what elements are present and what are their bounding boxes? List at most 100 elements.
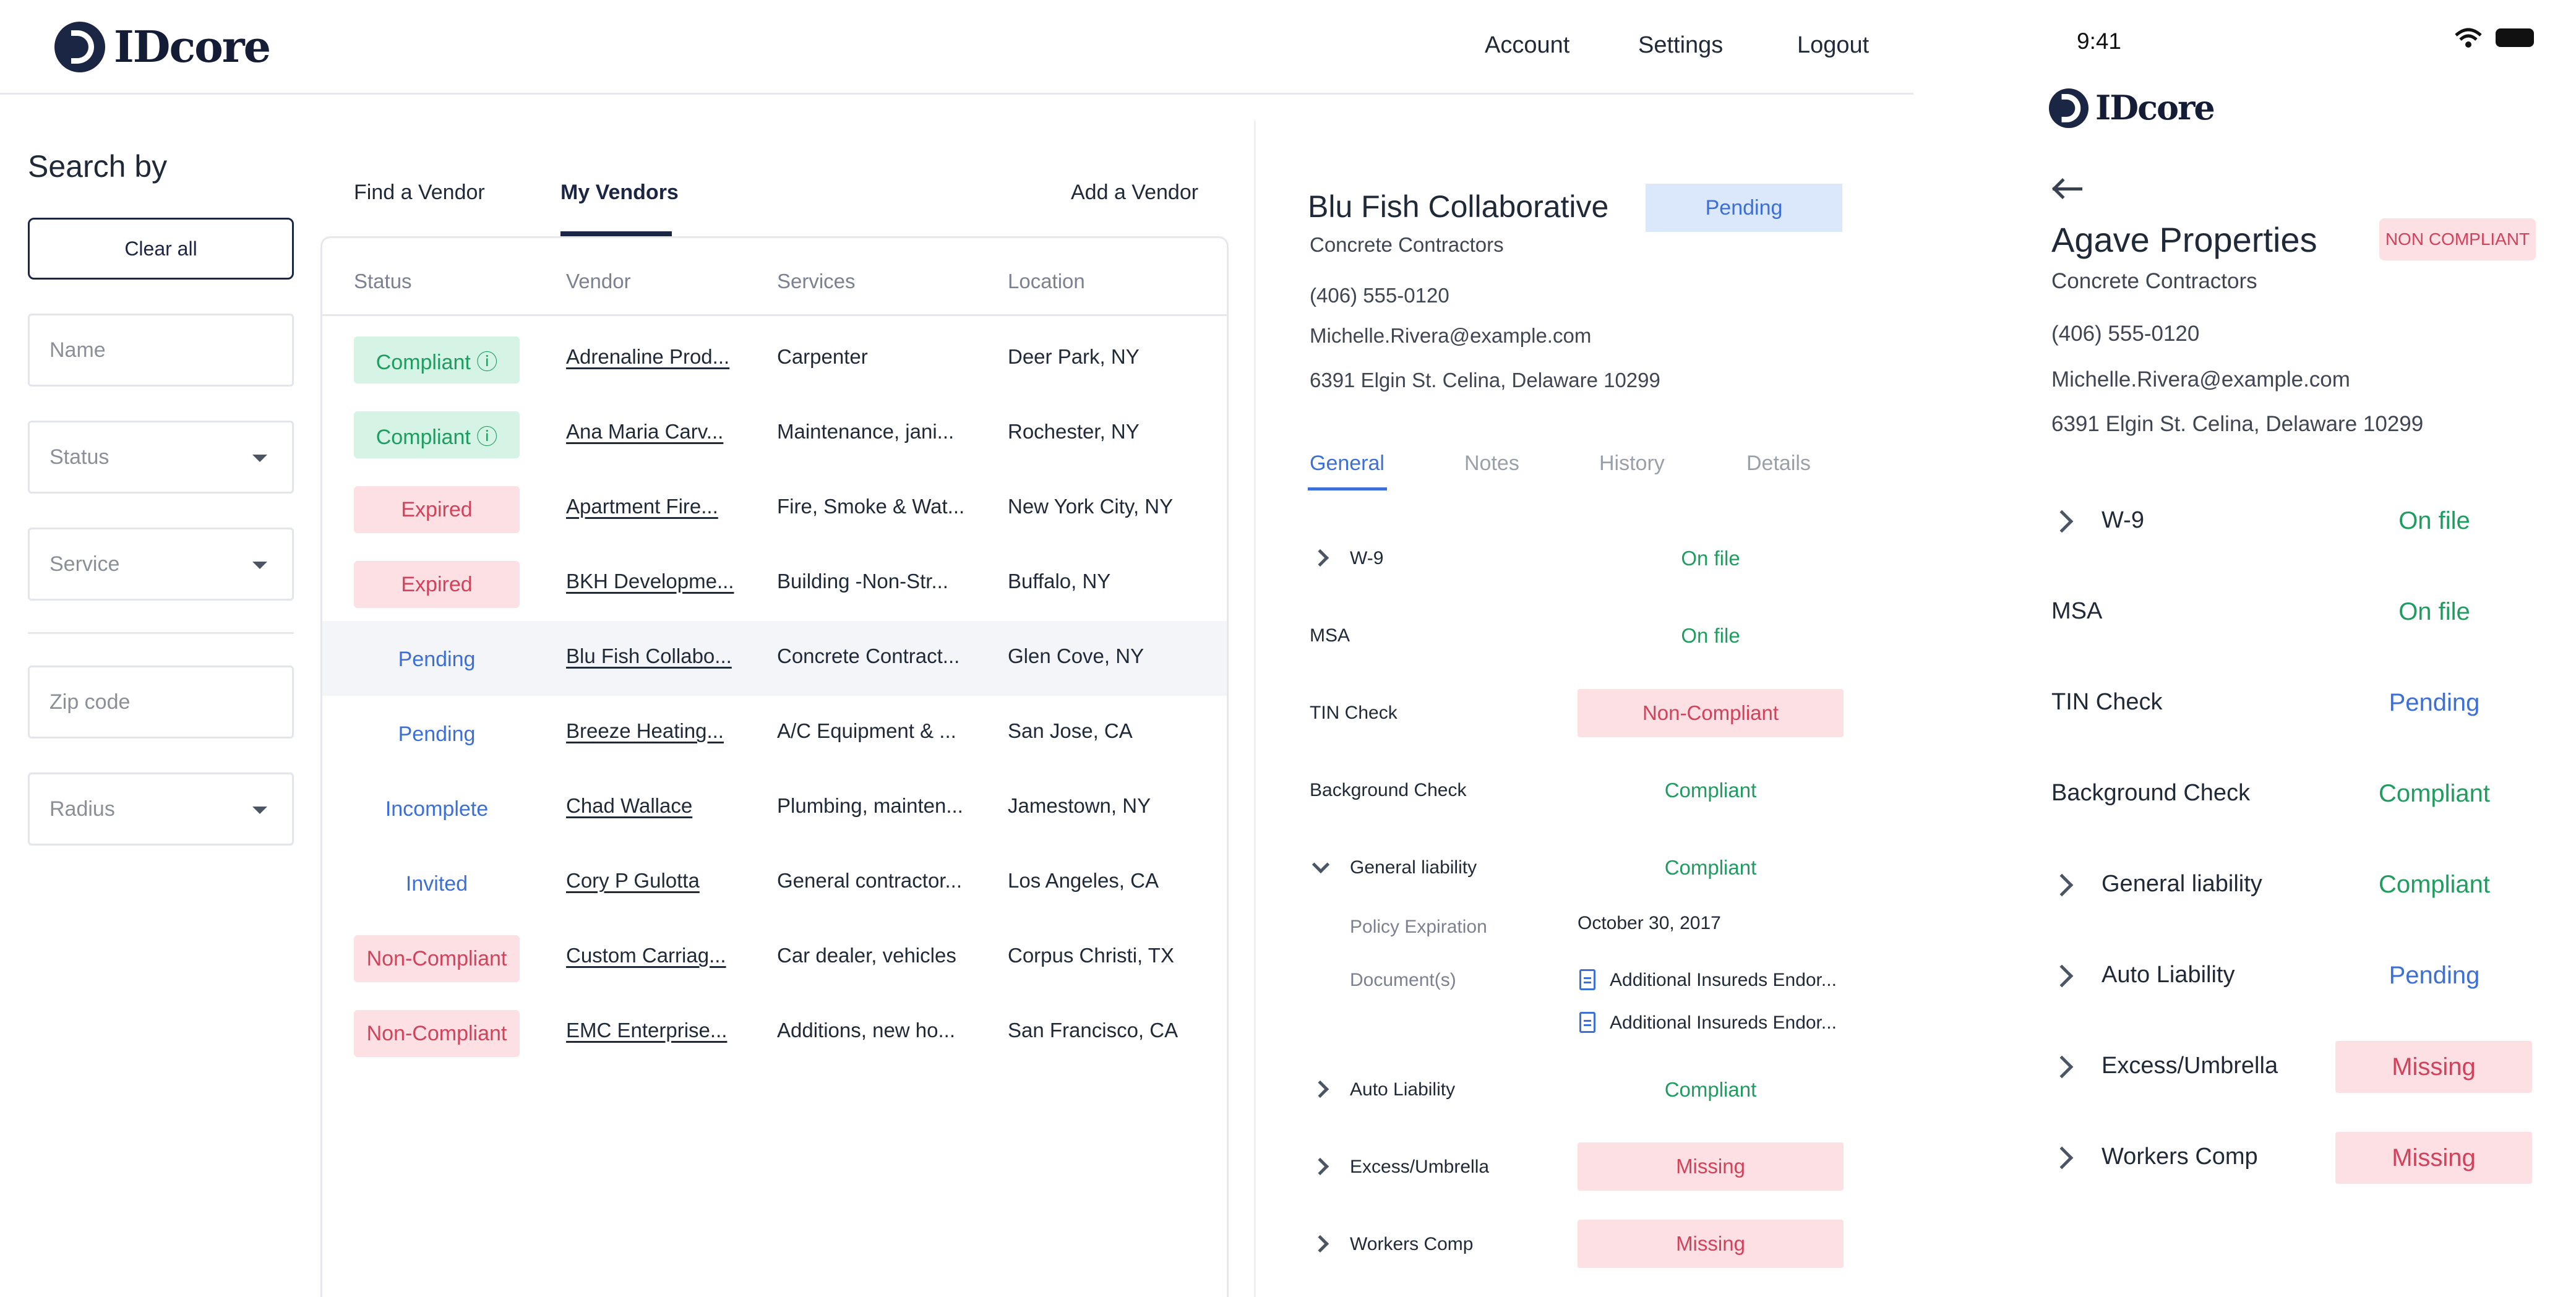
tab-details[interactable]: Details: [1746, 452, 1811, 475]
requirement-label: Auto Liability: [1350, 1079, 1456, 1100]
requirement-status: Missing: [1578, 1220, 1844, 1268]
vendor-link[interactable]: EMC Enterprise...: [566, 1019, 728, 1042]
mobile-vendor-category: Concrete Contractors: [2051, 269, 2257, 293]
status-select[interactable]: Status: [28, 421, 294, 494]
status-badge: Pending: [398, 647, 476, 671]
nav-settings[interactable]: Settings: [1638, 32, 1724, 58]
location-cell: Glen Cove, NY: [1008, 644, 1144, 667]
table-row[interactable]: Compliant ⓘ Ana Maria Carv... Maintenanc…: [322, 396, 1227, 471]
requirement-label: Background Check: [2051, 780, 2251, 806]
column-header-location[interactable]: Location: [1008, 270, 1085, 293]
vendor-category: Concrete Contractors: [1310, 233, 1504, 256]
requirement-label: Auto Liability: [2102, 962, 2235, 988]
name-input[interactable]: Name: [28, 314, 294, 387]
caret-down-icon: [252, 455, 267, 462]
tab-find-vendor[interactable]: Find a Vendor: [354, 181, 485, 204]
requirement-status: Missing: [2335, 1041, 2532, 1093]
zip-code-input[interactable]: Zip code: [28, 666, 294, 738]
brand-name: IDcore: [114, 21, 271, 72]
table-row[interactable]: Pending Breeze Heating... A/C Equipment …: [322, 696, 1227, 771]
services-cell: Concrete Contract...: [777, 644, 960, 667]
vendor-link[interactable]: BKH Developme...: [566, 570, 734, 593]
nav-account[interactable]: Account: [1485, 32, 1570, 58]
vendor-link[interactable]: Breeze Heating...: [566, 719, 724, 742]
requirement-label: TIN Check: [2051, 689, 2163, 715]
clear-all-button[interactable]: Clear all: [28, 218, 294, 280]
nav-logout[interactable]: Logout: [1797, 32, 1870, 58]
services-cell: Car dealer, vehicles: [777, 944, 956, 967]
status-badge: Compliant ⓘ: [354, 336, 520, 383]
status-badge: Compliant ⓘ: [354, 411, 520, 458]
location-cell: Buffalo, NY: [1008, 570, 1111, 593]
vendor-link[interactable]: Chad Wallace: [566, 794, 693, 817]
vendor-link[interactable]: Ana Maria Carv...: [566, 420, 724, 443]
table-row[interactable]: Non-Compliant Custom Carriag... Car deal…: [322, 920, 1227, 995]
vendor-name: Blu Fish Collaborative: [1308, 189, 1609, 224]
vendor-link[interactable]: Custom Carriag...: [566, 944, 726, 967]
vendor-link[interactable]: Blu Fish Collabo...: [566, 644, 732, 667]
requirement-label: MSA: [2051, 598, 2103, 624]
radius-select-label: Radius: [49, 797, 115, 821]
requirement-status: Missing: [1578, 1142, 1844, 1191]
chevron-right-icon[interactable]: [1311, 549, 1329, 567]
requirement-label: Workers Comp: [2102, 1144, 2258, 1170]
location-cell: New York City, NY: [1008, 495, 1174, 518]
document-icon: [1579, 1012, 1595, 1033]
requirement-label: TIN Check: [1310, 703, 1397, 723]
policy-expiration-label: Policy Expiration: [1350, 917, 1487, 937]
requirement-status: Pending: [2389, 689, 2480, 716]
vendor-link[interactable]: Adrenaline Prod...: [566, 345, 730, 368]
mobile-vendor-phone: (406) 555-0120: [2051, 322, 2200, 346]
column-header-status[interactable]: Status: [354, 270, 412, 293]
column-header-services[interactable]: Services: [777, 270, 856, 293]
add-vendor-link[interactable]: Add a Vendor: [1071, 181, 1199, 204]
tab-history[interactable]: History: [1599, 452, 1665, 475]
table-row[interactable]: Non-Compliant EMC Enterprise... Addition…: [322, 995, 1227, 1070]
document-icon: [1579, 969, 1595, 990]
radius-select[interactable]: Radius: [28, 773, 294, 845]
chevron-right-icon[interactable]: [1311, 1157, 1329, 1176]
brand-name: IDcore: [2095, 88, 2215, 127]
requirement-status: Compliant: [2378, 871, 2491, 898]
table-row[interactable]: Compliant ⓘ Adrenaline Prod... Carpenter…: [322, 322, 1227, 396]
table-row-selected[interactable]: Pending Blu Fish Collabo... Concrete Con…: [322, 621, 1227, 696]
status-badge: NON COMPLIANT: [2379, 218, 2536, 260]
vendor-link[interactable]: Cory P Gulotta: [566, 869, 700, 892]
requirement-status: Compliant: [1664, 779, 1757, 802]
requirement-label: General liability: [1350, 857, 1477, 878]
column-header-vendor[interactable]: Vendor: [566, 270, 631, 293]
chevron-right-icon[interactable]: [1311, 1235, 1329, 1253]
sidebar-divider: [28, 632, 294, 634]
tab-general[interactable]: General: [1310, 452, 1385, 475]
document-link[interactable]: Additional Insureds Endor...: [1610, 1012, 1837, 1033]
location-cell: Deer Park, NY: [1008, 345, 1140, 368]
document-link[interactable]: Additional Insureds Endor...: [1610, 970, 1837, 990]
services-cell: A/C Equipment & ...: [777, 719, 956, 742]
table-row[interactable]: Expired Apartment Fire... Fire, Smoke & …: [322, 471, 1227, 546]
requirement-label: Excess/Umbrella: [1350, 1157, 1490, 1177]
mobile-vendor-address: 6391 Elgin St. Celina, Delaware 10299: [2051, 412, 2424, 436]
location-cell: San Francisco, CA: [1008, 1019, 1179, 1042]
location-cell: Corpus Christi, TX: [1008, 944, 1174, 967]
vendor-link[interactable]: Apartment Fire...: [566, 495, 718, 518]
table-row[interactable]: Incomplete Chad Wallace Plumbing, mainte…: [322, 771, 1227, 845]
status-badge: Non-Compliant: [354, 1010, 520, 1057]
requirement-status: Compliant: [1664, 856, 1757, 879]
table-row[interactable]: Invited Cory P Gulotta General contracto…: [322, 845, 1227, 920]
logo-icon: [2049, 88, 2089, 128]
chevron-right-icon[interactable]: [1311, 1080, 1329, 1098]
top-bar: [0, 0, 1913, 95]
service-select[interactable]: Service: [28, 528, 294, 601]
status-badge: Expired: [354, 561, 520, 608]
requirement-label: Workers Comp: [1350, 1234, 1474, 1254]
detail-divider: [1254, 121, 1256, 1297]
mobile-vendor-name: Agave Properties: [2051, 220, 2317, 259]
table-row[interactable]: Expired BKH Developme... Building -Non-S…: [322, 546, 1227, 621]
tab-notes[interactable]: Notes: [1464, 452, 1519, 475]
back-arrow-icon[interactable]: [2053, 179, 2087, 198]
chevron-down-icon[interactable]: [1312, 855, 1330, 874]
mobile-screen: [1913, 0, 2576, 1297]
requirement-status: On file: [1681, 547, 1740, 570]
tab-my-vendors[interactable]: My Vendors: [560, 181, 679, 204]
requirement-label: Excess/Umbrella: [2102, 1053, 2278, 1079]
